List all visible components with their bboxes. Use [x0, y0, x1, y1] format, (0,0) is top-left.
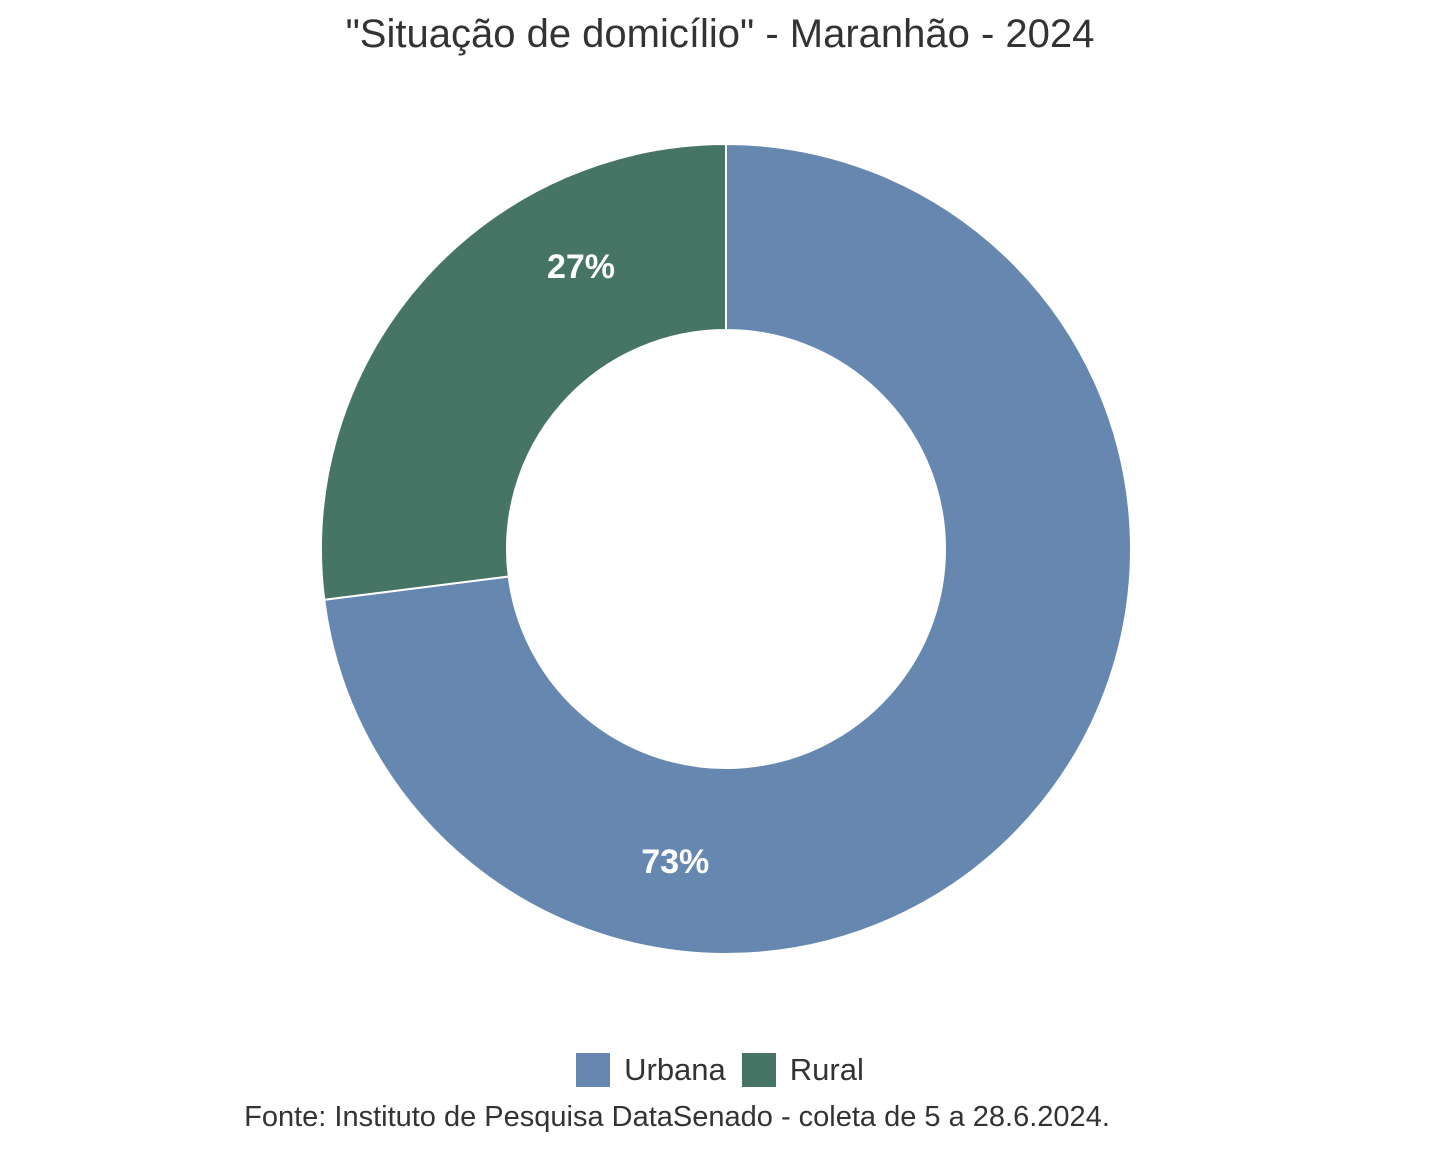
donut-slice-urbana: [323, 142, 1133, 955]
legend-label-rural: Rural: [789, 1052, 864, 1087]
slice-label-rural: 27%: [547, 248, 615, 286]
legend-item-rural: Rural: [741, 1052, 864, 1088]
donut-chart: 73% 27%: [320, 142, 1133, 955]
legend: Urbana Rural: [0, 1052, 1440, 1088]
legend-label-urbana: Urbana: [624, 1052, 726, 1087]
source-caption: Fonte: Instituto de Pesquisa DataSenado …: [244, 1101, 1110, 1133]
slice-label-urbana: 73%: [641, 843, 709, 881]
legend-swatch-urbana: [576, 1053, 611, 1087]
chart-title: "Situação de domicílio" - Maranhão - 202…: [345, 12, 1095, 56]
legend-swatch-rural: [741, 1053, 776, 1087]
legend-item-urbana: Urbana: [576, 1052, 726, 1088]
donut-slice-rural: [320, 142, 727, 601]
